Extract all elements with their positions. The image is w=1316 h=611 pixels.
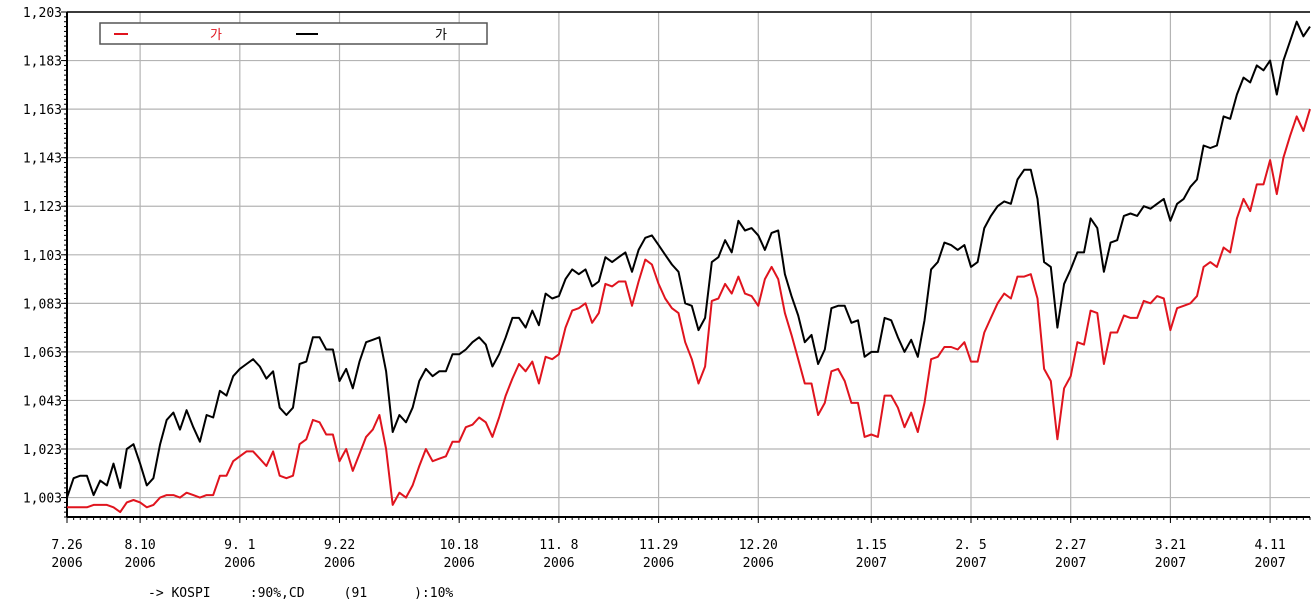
- series-layer: [66, 20, 1311, 514]
- legend-label-2: 가: [435, 28, 447, 43]
- series-line-2: [66, 20, 1311, 498]
- x-tick-label-year: 2006: [543, 556, 574, 571]
- x-tick-label: 4.11: [1254, 538, 1285, 553]
- x-tick-label-year: 2007: [955, 556, 986, 571]
- series-line-1: [67, 108, 1311, 514]
- x-tick-label: 2. 5: [955, 538, 986, 553]
- x-tick-label: 3.21: [1155, 538, 1186, 553]
- x-tick-label-year: 2007: [1254, 556, 1285, 571]
- x-tick-label-year: 2007: [1155, 556, 1186, 571]
- x-tick-label-year: 2007: [1055, 556, 1086, 571]
- x-tick-label: 11.29: [639, 538, 678, 553]
- legend-box: [99, 22, 488, 45]
- x-tick-label-year: 2007: [856, 556, 887, 571]
- grid-lines: [67, 11, 1310, 517]
- x-tick-label: 8.10: [124, 538, 155, 553]
- y-tick-label: 1,163: [23, 103, 62, 118]
- y-tick-label: 1,043: [23, 394, 62, 409]
- y-tick-label: 1,023: [23, 443, 62, 458]
- y-tick-label: 1,143: [23, 152, 62, 167]
- x-axis: 7.26 2006 8.10 2006 9. 1 2006 9.22 2006 10.18 200…: [51, 517, 1311, 571]
- y-tick-label: 1,183: [23, 55, 62, 70]
- x-tick-label-year: 2006: [124, 556, 155, 571]
- y-tick-label: 1,003: [23, 492, 62, 507]
- y-tick-label: 1,123: [23, 200, 62, 215]
- y-tick-label: 1,103: [23, 249, 62, 264]
- y-tick-label: 1,203: [23, 6, 62, 21]
- legend-label-1: 가: [210, 28, 222, 43]
- x-tick-label: 9. 1: [224, 538, 255, 553]
- x-tick-label-year: 2006: [224, 556, 255, 571]
- x-tick-label: 2.27: [1055, 538, 1086, 553]
- x-tick-label: 10.18: [440, 538, 479, 553]
- x-tick-label: 12.20: [739, 538, 778, 553]
- chart-footnote: -> KOSPI :90%,CD (91 ):10%: [148, 586, 454, 601]
- x-tick-label: 11. 8: [539, 538, 578, 553]
- x-tick-label-year: 2006: [743, 556, 774, 571]
- plot-area: [66, 11, 1310, 518]
- y-tick-label: 1,083: [23, 297, 62, 312]
- x-tick-label-year: 2006: [51, 556, 82, 571]
- y-axis: 1,003 1,023 1,043 1,063 1,083 1,103 1,123 1,143…: [23, 6, 67, 518]
- x-tick-label: 9.22: [324, 538, 355, 553]
- x-tick-label: 1.15: [856, 538, 887, 553]
- x-tick-label: 7.26: [51, 538, 82, 553]
- x-tick-label-year: 2006: [643, 556, 674, 571]
- x-tick-label-year: 2006: [324, 556, 355, 571]
- y-tick-label: 1,063: [23, 346, 62, 361]
- x-tick-label-year: 2006: [444, 556, 475, 571]
